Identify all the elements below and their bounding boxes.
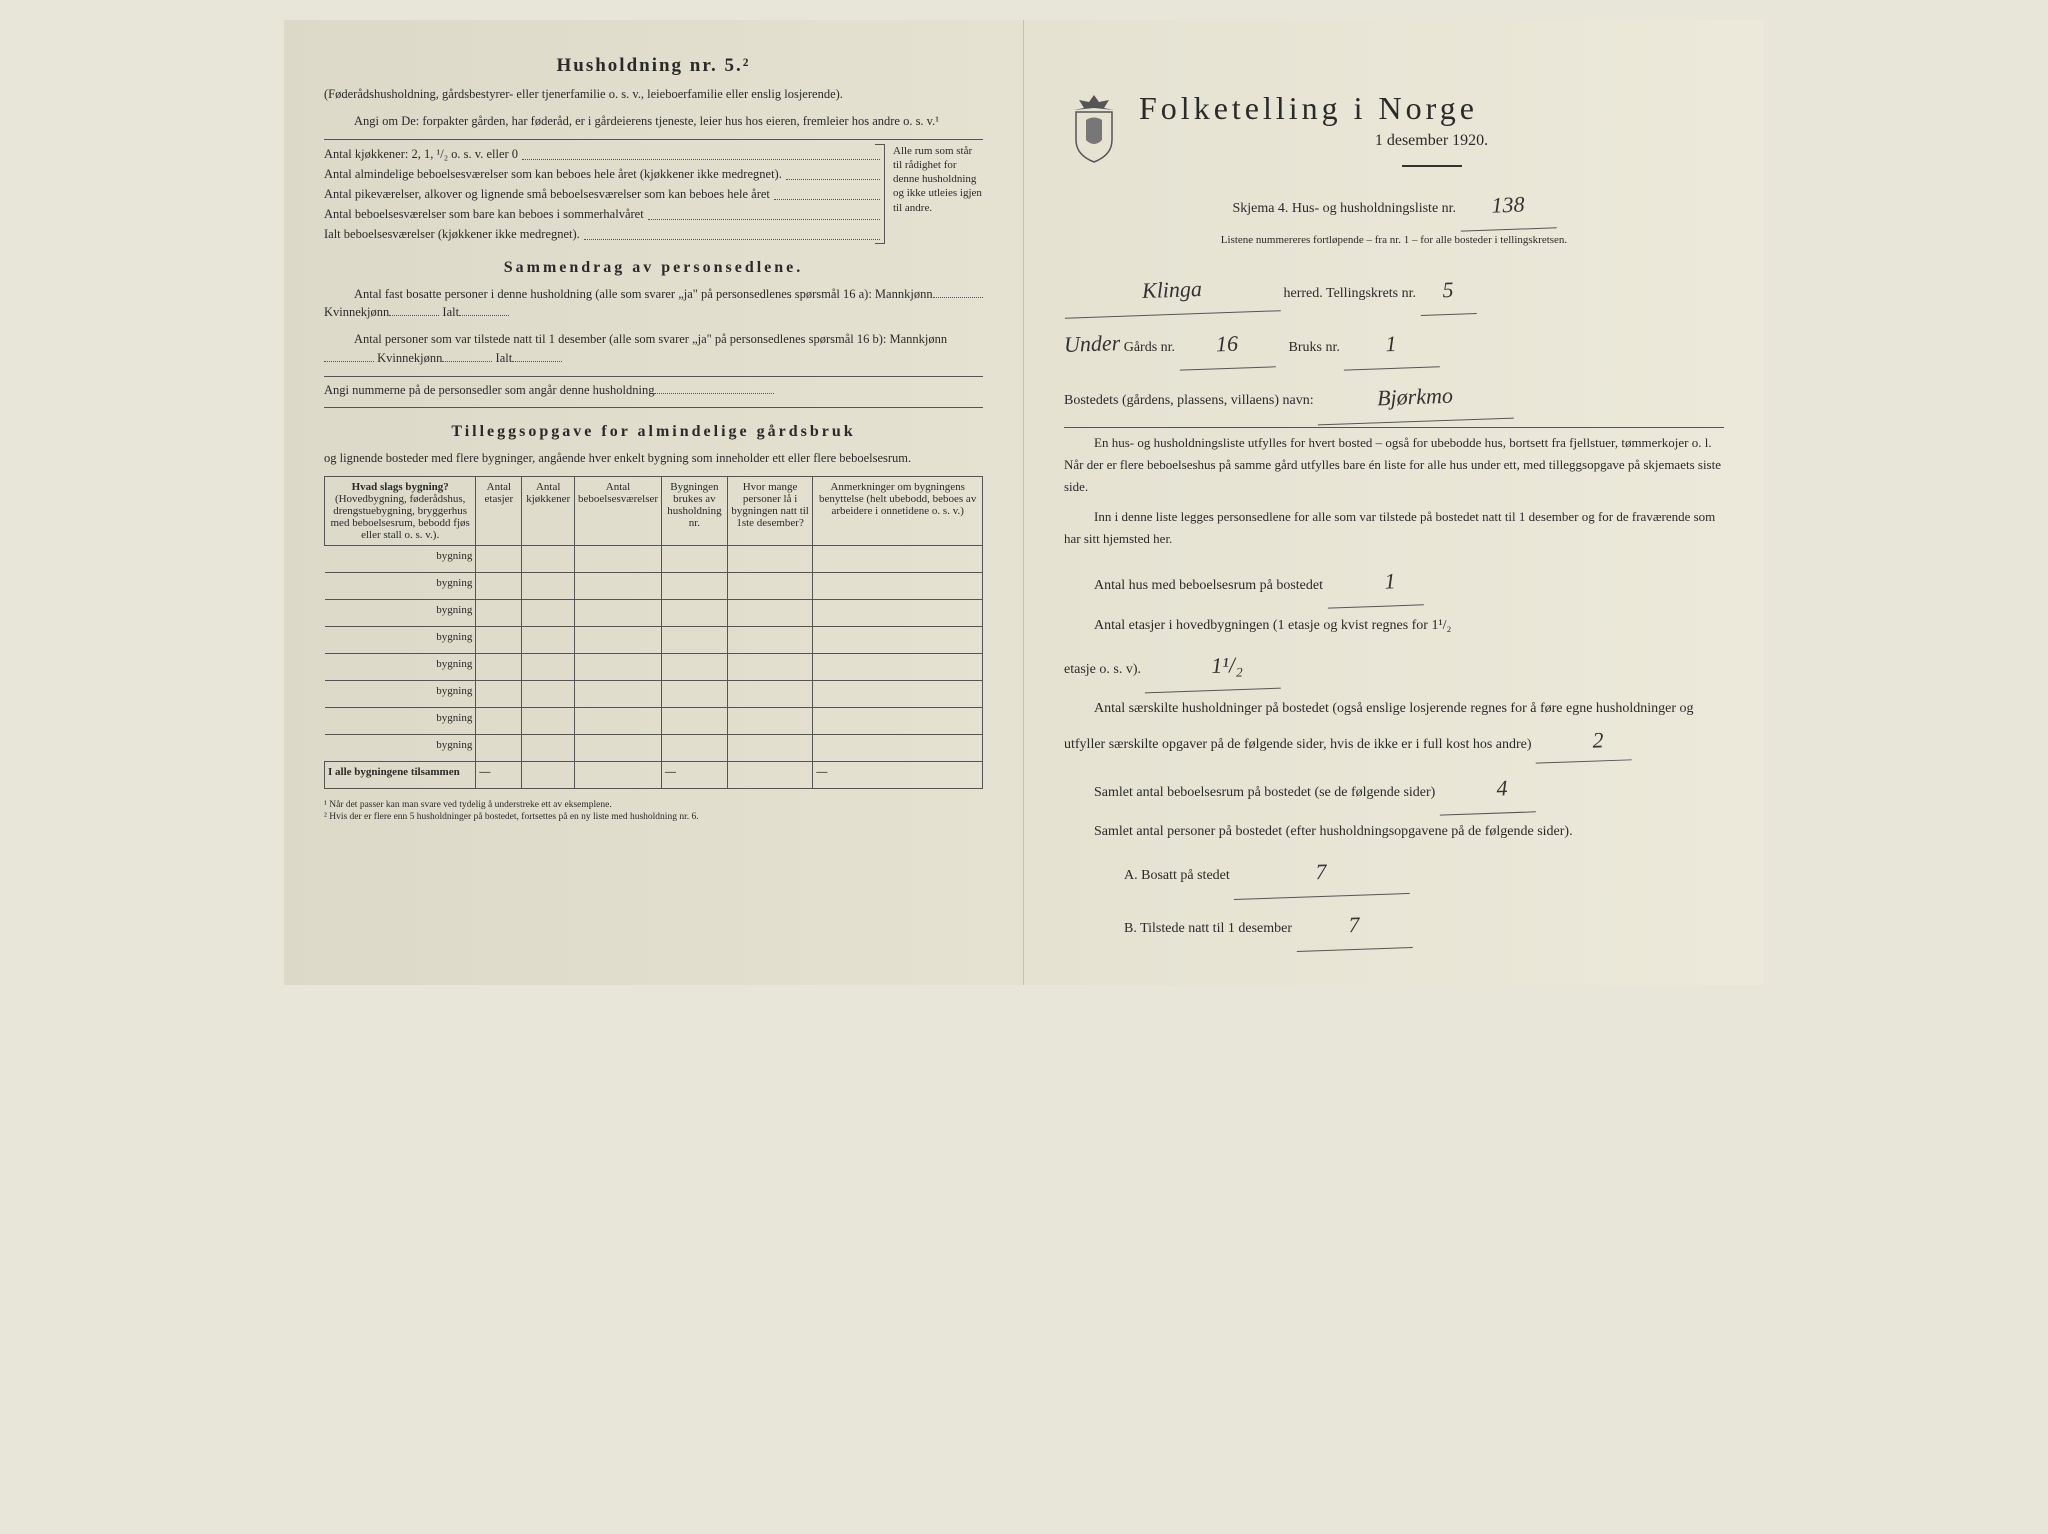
room-q1: Antal kjøkkener: 2, 1, ¹/₂ o. s. v. elle… bbox=[324, 144, 518, 164]
divider bbox=[324, 376, 983, 377]
left-page: Husholdning nr. 5.² (Føderådshusholdning… bbox=[284, 20, 1024, 985]
q1-value: 1 bbox=[1326, 556, 1424, 609]
summary-p3: Angi nummerne på de personsedler som ang… bbox=[324, 381, 983, 400]
q3-value: 2 bbox=[1534, 719, 1631, 763]
list-number-value: 138 bbox=[1459, 179, 1557, 232]
body-1: En hus- og husholdningsliste utfylles fo… bbox=[1064, 432, 1724, 498]
title-rule bbox=[1402, 165, 1462, 167]
summary-heading: Sammendrag av personsedlene. bbox=[324, 259, 983, 277]
q4-line: Samlet antal beboelsesrum på bostedet (s… bbox=[1064, 765, 1724, 814]
building-table: Hvad slags bygning? (Hovedbygning, føder… bbox=[324, 476, 983, 789]
bruks-value: 1 bbox=[1343, 318, 1441, 371]
divider bbox=[324, 407, 983, 408]
qa-value: 7 bbox=[1232, 845, 1410, 901]
skjema-line: Skjema 4. Hus- og husholdningsliste nr. … bbox=[1064, 181, 1724, 230]
room-q3: Antal pikeværelser, alkover og lignende … bbox=[324, 184, 770, 204]
herred-line: Klinga herred. Tellingskrets nr. 5 bbox=[1064, 266, 1724, 315]
footnotes: ¹ Når det passer kan man svare ved tydel… bbox=[324, 799, 983, 824]
listene-note: Listene nummereres fortløpende – fra nr.… bbox=[1064, 234, 1724, 246]
footnote-1: ¹ Når det passer kan man svare ved tydel… bbox=[324, 799, 983, 811]
th1: Hvad slags bygning? bbox=[352, 481, 449, 493]
table-row: bygning bbox=[325, 708, 983, 735]
table-row: bygning bbox=[325, 654, 983, 681]
q2-value: 1¹/₂ bbox=[1144, 640, 1282, 694]
q5-line: Samlet antal personer på bostedet (efter… bbox=[1064, 819, 1724, 844]
table-row: bygning bbox=[325, 573, 983, 600]
q4-value: 4 bbox=[1438, 764, 1536, 817]
th2: Antal etasjer bbox=[476, 477, 522, 546]
th7: Anmerkninger om bygningens benyttelse (h… bbox=[813, 477, 983, 546]
date-subtitle: 1 desember 1920. bbox=[1139, 132, 1724, 150]
sub-text-2: Angi om De: forpakter gården, har føderå… bbox=[324, 112, 983, 131]
table-row: bygning bbox=[325, 681, 983, 708]
q3-line: Antal særskilte husholdninger på bostede… bbox=[1064, 696, 1724, 762]
room-q2: Antal almindelige beboelsesværelser som … bbox=[324, 164, 782, 184]
supplement-heading: Tilleggsopgave for almindelige gårdsbruk bbox=[324, 423, 983, 441]
table-row: bygning bbox=[325, 546, 983, 573]
bosted-line: Bostedets (gårdens, plassens, villaens) … bbox=[1064, 373, 1724, 422]
body-2: Inn i denne liste legges personsedlene f… bbox=[1064, 506, 1724, 550]
sub-text-1: (Føderådshusholdning, gårdsbestyrer- ell… bbox=[324, 85, 983, 104]
th1-sub: (Hovedbygning, føderådshus, drengstuebyg… bbox=[331, 493, 470, 541]
room-q4: Antal beboelsesværelser som bare kan beb… bbox=[324, 204, 644, 224]
gards-value: 16 bbox=[1178, 318, 1276, 371]
rooms-section: Antal kjøkkener: 2, 1, ¹/₂ o. s. v. elle… bbox=[324, 144, 983, 244]
q2-line: Antal etasjer i hovedbygningen (1 etasje… bbox=[1064, 611, 1724, 691]
footnote-2: ² Hvis der er flere enn 5 husholdninger … bbox=[324, 811, 983, 823]
coat-of-arms-icon bbox=[1064, 90, 1124, 165]
brace-note: Alle rum som står til rådighet for denne… bbox=[884, 144, 983, 244]
household-heading: Husholdning nr. 5.² bbox=[324, 55, 983, 77]
divider bbox=[324, 139, 983, 140]
document-spread: Husholdning nr. 5.² (Føderådshusholdning… bbox=[284, 20, 1764, 985]
qa-line: A. Bosatt på stedet 7 bbox=[1124, 848, 1724, 897]
right-page: Folketelling i Norge 1 desember 1920. Sk… bbox=[1024, 20, 1764, 985]
table-row: bygning bbox=[325, 627, 983, 654]
bosted-value: Bjørkmo bbox=[1316, 370, 1514, 426]
krets-value: 5 bbox=[1419, 265, 1477, 316]
title-row: Folketelling i Norge 1 desember 1920. bbox=[1064, 90, 1724, 177]
under-value: Under bbox=[1063, 319, 1121, 369]
gards-line: Under Gårds nr. 16 Bruks nr. 1 bbox=[1064, 320, 1724, 369]
th3: Antal kjøkkener bbox=[522, 477, 575, 546]
q1-line: Antal hus med beboelsesrum på bostedet 1 bbox=[1064, 558, 1724, 607]
summary-p2: Antal personer som var tilstede natt til… bbox=[324, 330, 983, 368]
herred-value: Klinga bbox=[1063, 263, 1281, 320]
th4: Antal beboelsesværelser bbox=[575, 477, 662, 546]
room-q5: Ialt beboelsesværelser (kjøkkener ikke m… bbox=[324, 224, 580, 244]
main-title: Folketelling i Norge bbox=[1139, 90, 1724, 127]
building-rows: bygning bygning bygning bygning bygning … bbox=[325, 546, 983, 789]
supplement-sub: og lignende bosteder med flere bygninger… bbox=[324, 449, 983, 468]
total-row: I alle bygningene tilsammen——— bbox=[325, 762, 983, 789]
divider bbox=[1064, 427, 1724, 428]
table-row: bygning bbox=[325, 735, 983, 762]
summary-p1: Antal fast bosatte personer i denne hush… bbox=[324, 285, 983, 323]
th6: Hvor mange personer lå i bygningen natt … bbox=[727, 477, 813, 546]
th5: Bygningen brukes av husholdning nr. bbox=[662, 477, 728, 546]
qb-value: 7 bbox=[1295, 899, 1413, 952]
table-row: bygning bbox=[325, 600, 983, 627]
qb-line: B. Tilstede natt til 1 desember 7 bbox=[1124, 901, 1724, 950]
